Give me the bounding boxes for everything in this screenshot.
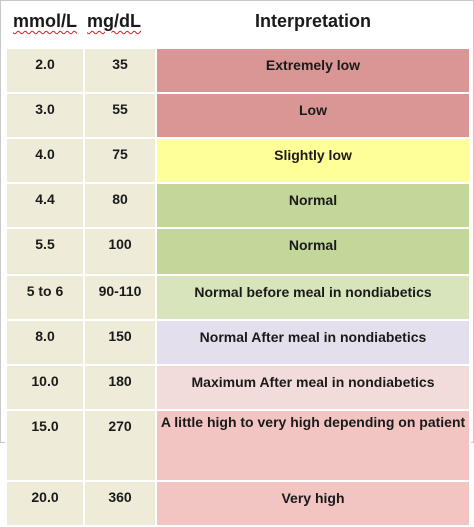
cell-mgdl: 360 — [83, 480, 157, 527]
cell-mgdl: 270 — [83, 409, 157, 482]
table-row: 20.0 360 Very high — [5, 480, 471, 527]
table-row: 3.0 55 Low — [5, 92, 471, 139]
table-row: 4.4 80 Normal — [5, 182, 471, 229]
header-mmol: mmol/L — [5, 5, 85, 49]
cell-mgdl: 150 — [83, 319, 157, 366]
header-row: mmol/L mg/dL Interpretation — [5, 5, 471, 49]
cell-interpretation: Normal After meal in nondiabetics — [155, 319, 471, 366]
header-interpretation: Interpretation — [155, 5, 471, 49]
table-row: 4.0 75 Slightly low — [5, 137, 471, 184]
cell-mgdl: 90-110 — [83, 274, 157, 321]
cell-interpretation: Normal — [155, 227, 471, 276]
table-row: 2.0 35 Extremely low — [5, 47, 471, 94]
cell-interpretation: Slightly low — [155, 137, 471, 184]
cell-mmol: 5.5 — [5, 227, 85, 276]
cell-mgdl: 100 — [83, 227, 157, 276]
cell-interpretation: Extremely low — [155, 47, 471, 94]
cell-mmol: 10.0 — [5, 364, 85, 411]
table-row: 5.5 100 Normal — [5, 227, 471, 276]
cell-mmol: 15.0 — [5, 409, 85, 482]
cell-mgdl: 180 — [83, 364, 157, 411]
cell-mgdl: 55 — [83, 92, 157, 139]
cell-interpretation: A little high to very high depending on … — [155, 409, 471, 482]
cell-mmol: 20.0 — [5, 480, 85, 527]
cell-interpretation: Normal — [155, 182, 471, 229]
cell-mgdl: 80 — [83, 182, 157, 229]
cell-mmol: 4.4 — [5, 182, 85, 229]
glucose-table: mmol/L mg/dL Interpretation 2.0 35 Extre… — [5, 5, 471, 527]
table-row: 5 to 6 90-110 Normal before meal in nond… — [5, 274, 471, 321]
table-row: 10.0 180 Maximum After meal in nondiabet… — [5, 364, 471, 411]
cell-mmol: 8.0 — [5, 319, 85, 366]
cell-interpretation: Very high — [155, 480, 471, 527]
cell-mgdl: 35 — [83, 47, 157, 94]
table-row: 8.0 150 Normal After meal in nondiabetic… — [5, 319, 471, 366]
cell-mmol: 5 to 6 — [5, 274, 85, 321]
cell-mmol: 4.0 — [5, 137, 85, 184]
cell-interpretation: Normal before meal in nondiabetics — [155, 274, 471, 321]
cell-interpretation: Low — [155, 92, 471, 139]
cell-mgdl: 75 — [83, 137, 157, 184]
table-row: 15.0 270 A little high to very high depe… — [5, 409, 471, 482]
cell-interpretation: Maximum After meal in nondiabetics — [155, 364, 471, 411]
cell-mmol: 3.0 — [5, 92, 85, 139]
header-mgdl: mg/dL — [83, 5, 157, 49]
cell-mmol: 2.0 — [5, 47, 85, 94]
